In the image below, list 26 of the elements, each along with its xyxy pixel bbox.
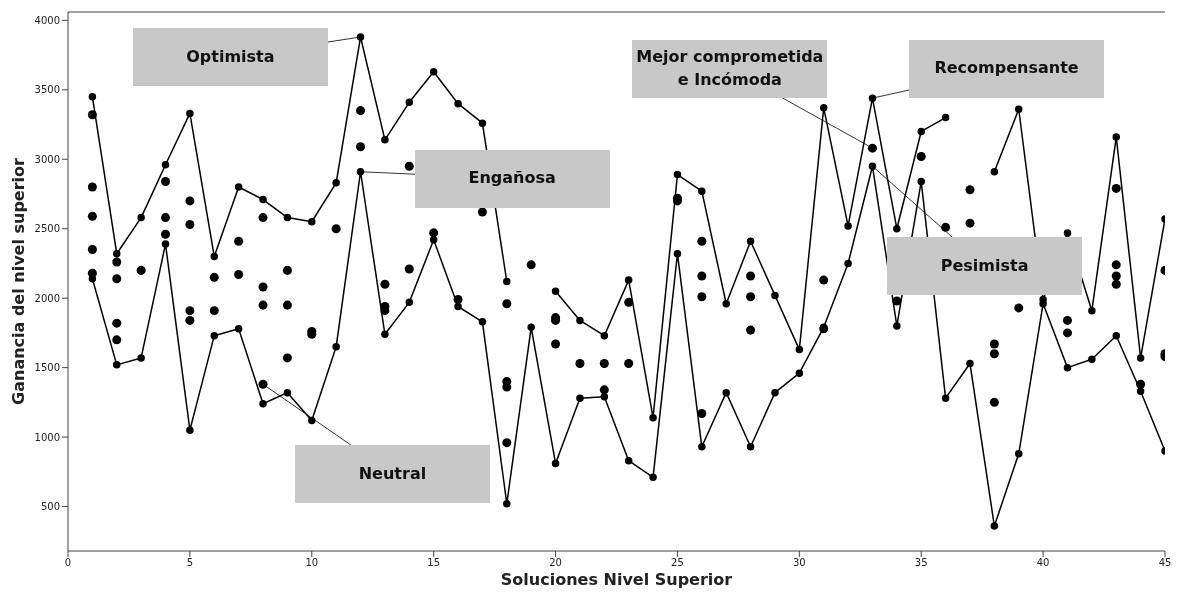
y-tick-label: 500 xyxy=(40,501,60,513)
x-tick-label: 45 xyxy=(1158,557,1172,569)
label-box: Engañosa xyxy=(414,149,610,208)
x-tick-label: 35 xyxy=(914,557,928,569)
y-tick-label: 2500 xyxy=(34,223,60,235)
y-axis-title: Ganancia del nivel superior xyxy=(8,157,28,405)
x-tick-label: 5 xyxy=(186,557,194,569)
x-tick-label: 20 xyxy=(549,557,562,569)
label-box: Mejor comprometida e Incómoda xyxy=(632,39,828,98)
y-tick-label: 1500 xyxy=(34,362,60,374)
label-box: Neutral xyxy=(294,444,490,503)
x-tick-label: 30 xyxy=(792,557,806,569)
x-tick-label: 0 xyxy=(64,557,72,569)
y-tick-label: 4000 xyxy=(34,14,60,26)
label-box: Recompensante xyxy=(909,39,1105,98)
x-tick-label: 15 xyxy=(427,557,441,569)
y-tick-label: 3500 xyxy=(34,84,60,96)
x-tick-label: 25 xyxy=(671,557,684,569)
x-tick-label: 10 xyxy=(305,557,319,569)
x-axis-title: Soluciones Nivel Superior xyxy=(500,570,733,589)
label-box: Optimista xyxy=(132,28,328,86)
y-tick-label: 3000 xyxy=(34,153,60,165)
y-tick-label: 1000 xyxy=(34,431,60,443)
x-tick-label: 40 xyxy=(1036,557,1050,569)
y-tick-label: 2000 xyxy=(34,292,60,304)
label-box: Pesimista xyxy=(887,236,1083,295)
